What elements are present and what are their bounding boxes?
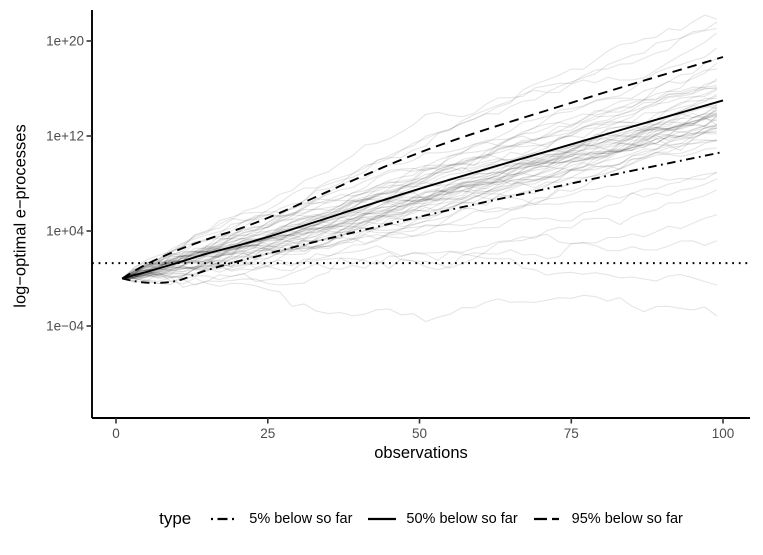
- spaghetti-path: [121, 68, 717, 280]
- spaghetti-path: [121, 105, 717, 280]
- spaghetti-path: [121, 97, 717, 279]
- legend-item-5pct: 5% below so far: [210, 511, 352, 527]
- legend-item-label: 50% below so far: [406, 511, 518, 527]
- spaghetti-path: [121, 104, 718, 280]
- spaghetti-path: [121, 21, 718, 280]
- spaghetti-path: [121, 113, 718, 280]
- quantile-line-dashed: [121, 56, 724, 280]
- spaghetti-path: [121, 115, 718, 279]
- spaghetti-path: [121, 114, 718, 279]
- legend-item-label: 95% below so far: [571, 511, 683, 527]
- spaghetti-path: [121, 127, 717, 285]
- spaghetti-path: [122, 107, 718, 280]
- spaghetti-path: [121, 86, 717, 279]
- spaghetti-path: [122, 178, 718, 280]
- spaghetti-path: [121, 47, 718, 279]
- x-tick-label: 0: [112, 426, 120, 441]
- spaghetti-path: [121, 80, 718, 279]
- spaghetti-path: [121, 32, 718, 280]
- spaghetti-path: [122, 111, 718, 280]
- spaghetti-ensemble: [121, 14, 718, 323]
- spaghetti-path: [122, 104, 718, 280]
- tick-labels: 1e+20 1e+12 1e+04 1e−04 0 25 50 75 100: [46, 34, 734, 441]
- spaghetti-path: [122, 88, 718, 280]
- spaghetti-path: [122, 189, 718, 282]
- spaghetti-path: [122, 109, 718, 280]
- spaghetti-path: [121, 147, 717, 280]
- spaghetti-path: [121, 87, 717, 279]
- spaghetti-path: [121, 123, 718, 279]
- x-tick-label: 75: [564, 426, 579, 441]
- spaghetti-path: [121, 139, 718, 280]
- spaghetti-path: [121, 118, 718, 280]
- spaghetti-path: [122, 172, 717, 280]
- spaghetti-path: [121, 110, 718, 279]
- y-axis-title: log−optimal e−processes: [11, 124, 30, 308]
- legend-item-50pct: 50% below so far: [367, 511, 518, 527]
- legend-title: type: [159, 509, 192, 528]
- spaghetti-path: [121, 132, 717, 279]
- quantile-lines: [121, 56, 724, 284]
- dashdot-line-icon: [211, 517, 240, 521]
- spaghetti-path: [121, 245, 718, 286]
- spaghetti-path: [122, 233, 718, 286]
- spaghetti-path: [121, 62, 718, 280]
- legend: type 5% below so far 50% below so far 95…: [92, 504, 750, 534]
- y-tick-label: 1e+20: [46, 34, 84, 49]
- spaghetti-path: [121, 89, 718, 280]
- quantile-line-solid: [121, 99, 724, 280]
- legend-item-label: 5% below so far: [249, 511, 353, 527]
- x-tick-label: 25: [260, 426, 275, 441]
- spaghetti-path: [122, 140, 718, 282]
- spaghetti-path: [121, 171, 718, 282]
- spaghetti-path: [121, 27, 717, 280]
- y-tick-label: 1e−04: [46, 319, 84, 334]
- spaghetti-path: [121, 116, 718, 280]
- spaghetti-path: [122, 138, 717, 280]
- plot-panel: 1e+20 1e+12 1e+04 1e−04 0 25 50 75 100: [46, 10, 750, 441]
- tick-marks: [86, 40, 724, 424]
- y-tick-label: 1e+12: [46, 129, 84, 144]
- x-axis-title: observations: [374, 444, 468, 462]
- spaghetti-path: [121, 95, 718, 280]
- spaghetti-path: [121, 214, 718, 288]
- spaghetti-path: [122, 118, 717, 280]
- axes: [91, 10, 750, 419]
- legend-item-95pct: 95% below so far: [533, 511, 683, 527]
- x-tick-label: 100: [712, 426, 735, 441]
- spaghetti-path: [122, 271, 718, 323]
- y-tick-label: 1e+04: [46, 224, 84, 239]
- dashed-line-icon: [533, 517, 562, 521]
- spaghetti-path: [121, 112, 718, 283]
- x-tick-label: 50: [412, 426, 427, 441]
- spaghetti-path: [121, 78, 718, 279]
- spaghetti-path: [121, 14, 718, 279]
- spaghetti-path: [121, 112, 717, 280]
- solid-line-icon: [368, 517, 397, 521]
- spaghetti-path: [121, 84, 717, 280]
- spaghetti-path: [121, 131, 717, 282]
- spaghetti-path: [121, 94, 718, 279]
- spaghetti-path: [122, 106, 718, 280]
